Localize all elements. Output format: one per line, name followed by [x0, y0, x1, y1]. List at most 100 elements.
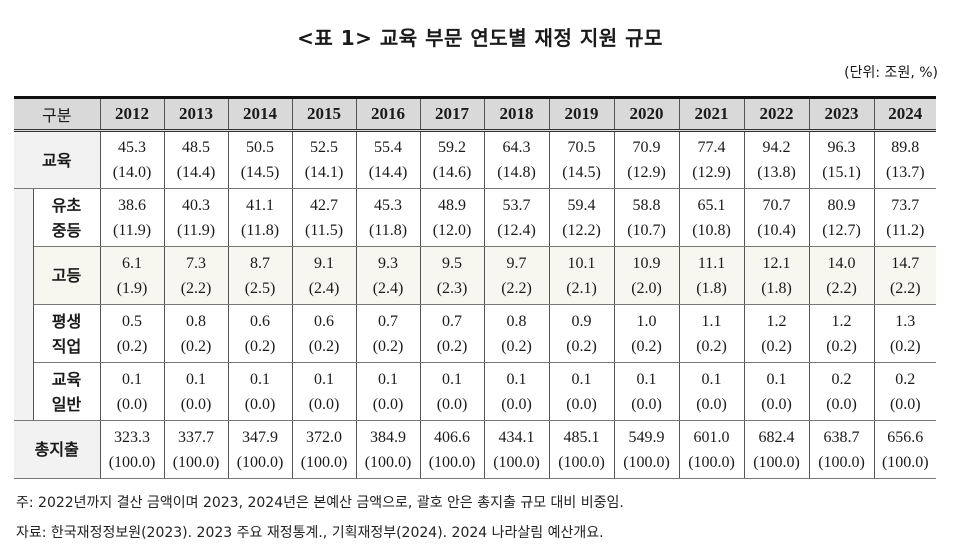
- amount: 0.5: [122, 312, 143, 330]
- value-cell: 0.1 (0.0): [483, 362, 550, 421]
- amount: 73.7: [891, 196, 920, 214]
- share-percent: (12.9): [692, 164, 731, 181]
- share-percent: (1.8): [761, 279, 792, 297]
- amount: 58.8: [632, 196, 661, 214]
- amount: 337.7: [178, 428, 215, 446]
- amount: 10.1: [567, 254, 596, 272]
- header-category: 구분: [14, 96, 101, 132]
- value-cell: 9.1 (2.4): [291, 246, 357, 305]
- value-cell: 0.1 (0.0): [419, 362, 485, 421]
- budget-table: 구분 2012 2013 2014 2015 2016 2017 2018 20…: [14, 96, 937, 479]
- amount: 45.3: [118, 139, 147, 156]
- amount: 14.0: [827, 254, 856, 272]
- amount: 1.0: [636, 312, 657, 330]
- value-cell: 73.7 (11.2): [873, 188, 937, 247]
- value-cell: 59.2 (14.6): [419, 130, 485, 189]
- amount: 59.2: [438, 139, 467, 156]
- amount: 0.1: [442, 370, 463, 388]
- value-cell: 89.8 (13.7): [873, 130, 937, 189]
- value-cell: 41.1 (11.8): [227, 188, 293, 247]
- header-year: 2021: [678, 96, 745, 132]
- value-cell: 6.1 (1.9): [99, 246, 165, 305]
- table-row: 고등 6.1 (1.9) 7.3 (2.2) 8.7 (2.5) 9.1 (2.4) 9.3 (2.…: [14, 246, 937, 305]
- amount: 77.4: [697, 139, 726, 156]
- row-label: 평생 직업: [33, 304, 101, 363]
- share-percent: (11.2): [886, 221, 925, 239]
- header-year: 2013: [163, 96, 229, 132]
- value-cell: 58.8 (10.7): [613, 188, 680, 247]
- value-cell: 0.9 (0.2): [548, 304, 615, 363]
- amount: 9.5: [442, 254, 463, 272]
- value-cell: 0.1 (0.0): [613, 362, 680, 421]
- share-percent: (14.4): [176, 164, 216, 181]
- share-percent: (0.0): [180, 395, 212, 413]
- value-cell: 50.5 (14.5): [227, 130, 293, 189]
- amount: 70.5: [567, 139, 596, 156]
- amount: 656.6: [887, 428, 924, 446]
- share-percent: (100.0): [818, 453, 865, 471]
- share-percent: (13.8): [757, 164, 796, 181]
- share-percent: (0.2): [436, 337, 468, 355]
- share-percent: (12.4): [497, 221, 536, 239]
- share-percent: (100.0): [108, 453, 156, 471]
- share-percent: (100.0): [428, 453, 476, 471]
- share-percent: (10.7): [627, 221, 666, 239]
- row-label: 총지출: [14, 420, 101, 479]
- amount: 94.2: [762, 139, 791, 156]
- share-percent: (2.4): [372, 279, 404, 297]
- share-percent: (11.9): [176, 221, 216, 239]
- share-percent: (2.5): [244, 279, 276, 297]
- value-cell: 14.0 (2.2): [808, 246, 875, 305]
- share-percent: (0.2): [372, 337, 404, 355]
- amount: 0.1: [506, 370, 527, 388]
- header-year: 2023: [808, 96, 875, 132]
- value-cell: 337.7 (100.0): [163, 420, 229, 479]
- value-cell: 14.7 (2.2): [873, 246, 937, 305]
- value-cell: 80.9 (12.7): [808, 188, 875, 247]
- value-cell: 45.3 (11.8): [355, 188, 421, 247]
- share-percent: (0.0): [116, 395, 148, 413]
- share-percent: (2.2): [501, 279, 532, 297]
- value-cell: 1.3 (0.2): [873, 304, 937, 363]
- amount: 0.2: [831, 370, 852, 388]
- value-cell: 59.4 (12.2): [548, 188, 615, 247]
- amount: 372.0: [306, 428, 343, 446]
- share-percent: (13.7): [885, 164, 925, 181]
- share-percent: (0.2): [566, 337, 597, 355]
- value-cell: 434.1 (100.0): [483, 420, 550, 479]
- row-label-line1: 평생: [51, 311, 82, 331]
- share-percent: (0.2): [308, 337, 340, 355]
- amount: 384.9: [370, 428, 407, 446]
- amount: 38.6: [118, 196, 147, 214]
- amount: 0.1: [186, 370, 207, 388]
- share-percent: (2.1): [566, 279, 597, 297]
- share-percent: (0.2): [696, 337, 727, 355]
- value-cell: 638.7 (100.0): [808, 420, 875, 479]
- amount: 0.6: [314, 312, 335, 330]
- table-source: 자료: 한국재정정보원(2023). 2023 주요 재정통계., 기획재정부(…: [16, 525, 604, 541]
- share-percent: (12.0): [432, 221, 472, 239]
- value-cell: 0.1 (0.0): [678, 362, 745, 421]
- value-cell: 42.7 (11.5): [291, 188, 357, 247]
- value-cell: 1.0 (0.2): [613, 304, 680, 363]
- share-percent: (100.0): [623, 453, 670, 471]
- share-percent: (12.7): [822, 221, 861, 239]
- value-cell: 11.1 (1.8): [678, 246, 745, 305]
- share-percent: (0.0): [436, 395, 468, 413]
- row-label-line1: 유초: [51, 195, 82, 215]
- amount: 89.8: [891, 139, 920, 156]
- value-cell: 52.5 (14.1): [291, 130, 357, 189]
- value-cell: 40.3 (11.9): [163, 188, 229, 247]
- amount: 48.9: [438, 196, 467, 214]
- share-percent: (0.2): [501, 337, 532, 355]
- amount: 10.9: [632, 254, 661, 272]
- amount: 0.9: [571, 312, 592, 330]
- share-percent: (0.2): [180, 337, 212, 355]
- share-percent: (0.2): [826, 337, 857, 355]
- row-label-line1: 총지출: [34, 440, 79, 459]
- amount: 70.7: [762, 196, 791, 214]
- header-year: 2015: [291, 96, 357, 132]
- table-row: 교육 일반 0.1 (0.0) 0.1 (0.0) 0.1 (0.0) 0.1 (0.0) 0.1 (…: [14, 362, 937, 421]
- share-percent: (2.4): [308, 279, 340, 297]
- value-cell: 55.4 (14.4): [355, 130, 421, 189]
